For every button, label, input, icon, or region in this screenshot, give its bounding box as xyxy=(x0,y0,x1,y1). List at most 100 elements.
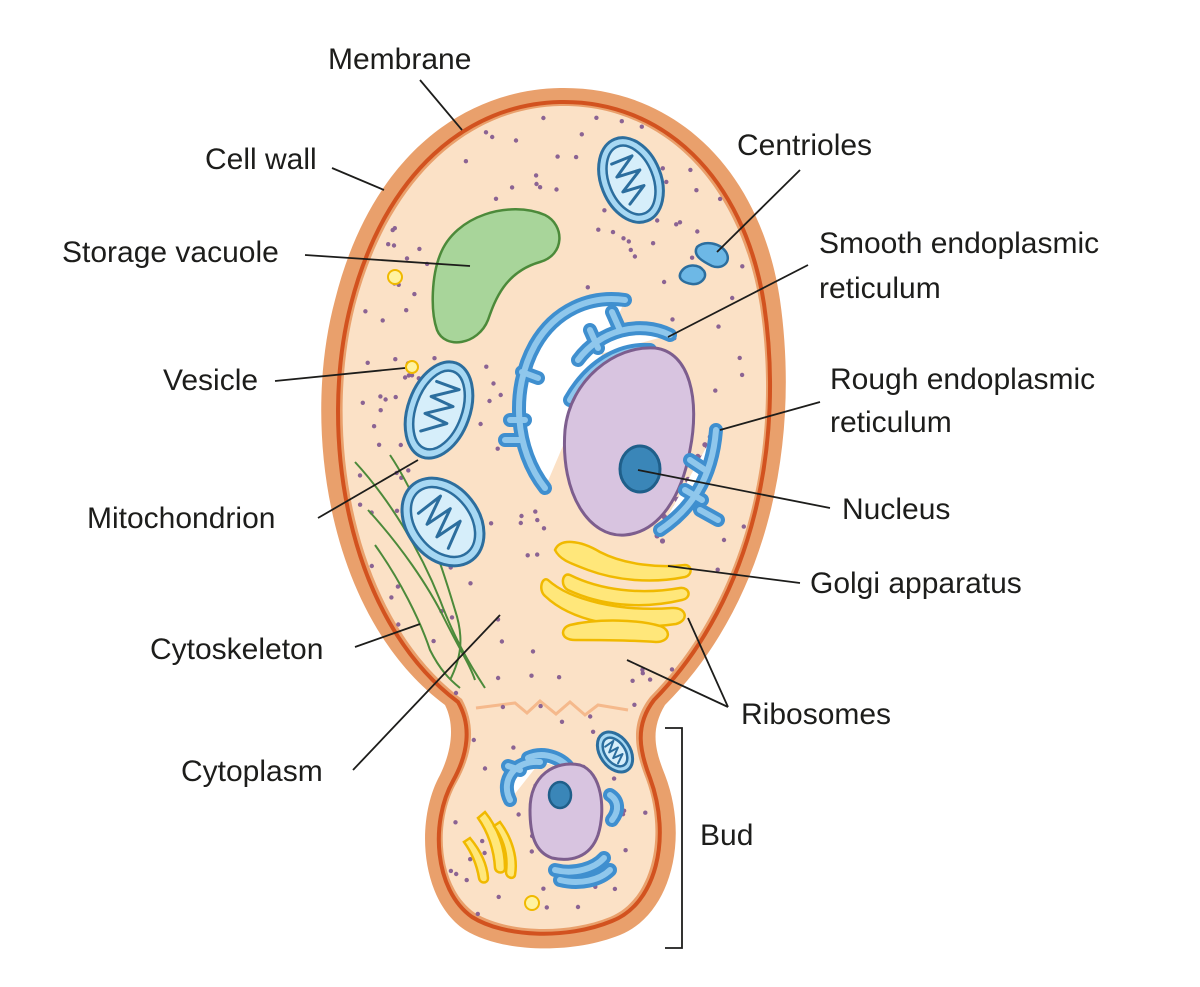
leader-cytoplasm xyxy=(352,614,501,771)
ribosome-dot xyxy=(488,521,494,526)
ribosome-dot xyxy=(491,381,496,386)
leader-storage-vacuole xyxy=(304,254,471,267)
ribosome-dot xyxy=(412,291,417,297)
leader-mitochondrion xyxy=(317,459,419,519)
ribosome-dot xyxy=(534,181,539,187)
ribosome-dot xyxy=(357,473,363,478)
leader-vesicle xyxy=(274,367,406,382)
ribosome-dot xyxy=(740,264,745,269)
ribosome-dot xyxy=(639,124,644,129)
ribosome-dot xyxy=(556,675,562,680)
ribosome-dot xyxy=(402,375,408,380)
ribosome-dot xyxy=(453,820,458,825)
ribosome-dot xyxy=(655,218,660,223)
ribosome-dot xyxy=(482,850,487,856)
ribosome-dot xyxy=(533,173,539,178)
leader-smooth-er xyxy=(667,264,809,338)
ribosome-dot xyxy=(525,553,530,558)
ribosome-dot xyxy=(453,690,459,696)
ribosome-dot xyxy=(623,848,628,853)
ribosome-dot xyxy=(670,317,675,322)
ribosome-dot xyxy=(487,398,492,404)
ribosome-dot xyxy=(626,239,631,244)
bud-nucleus xyxy=(528,762,604,861)
vesicle-top xyxy=(387,269,403,285)
ribosome-dot xyxy=(741,524,746,529)
ribosome-dot xyxy=(406,468,411,473)
ribosome-dot xyxy=(610,229,616,235)
label-smooth-er-line1: Smooth endoplasmic xyxy=(819,227,1099,260)
ribosome-dot xyxy=(588,714,593,719)
ribosome-dot xyxy=(378,394,383,399)
ribosome-dot xyxy=(596,227,601,232)
label-ribosomes: Ribosomes xyxy=(741,698,891,731)
ribosome-dot xyxy=(630,678,635,683)
ribosome-dot xyxy=(432,356,437,361)
ribosome-dot xyxy=(715,567,720,572)
ribosome-dot xyxy=(516,812,521,817)
ribosome-dot xyxy=(594,115,599,121)
ribosome-dot xyxy=(464,877,469,883)
ribosome-dot xyxy=(677,220,683,225)
ribosome-dot xyxy=(509,185,515,190)
septum xyxy=(475,699,629,717)
ribosome-dot xyxy=(573,154,579,160)
ribosome-dot xyxy=(541,886,546,891)
ribosome-dot xyxy=(533,509,538,514)
mitochondrion xyxy=(403,360,475,460)
leader-cell-wall xyxy=(331,167,385,191)
ribosome-dot xyxy=(484,364,489,369)
ribosome-dot xyxy=(499,639,505,644)
ribosome-dot xyxy=(660,166,665,171)
ribosome-dot xyxy=(541,115,546,121)
ribosome-dot xyxy=(490,134,495,140)
ribosome-dot xyxy=(640,671,645,676)
label-storage-vacuole: Storage vacuole xyxy=(62,236,279,269)
ribosome-dot xyxy=(363,309,368,314)
ribosome-dot xyxy=(559,719,565,724)
label-cytoplasm: Cytoplasm xyxy=(181,755,323,788)
mitochondrion-lower xyxy=(400,476,486,568)
ribosome-dot xyxy=(395,584,401,589)
mitochondrion-bud xyxy=(595,730,635,774)
ribosome-dot xyxy=(406,373,411,378)
ribosome-dot xyxy=(650,241,656,246)
ribosome-dot xyxy=(628,247,633,253)
ribosome-dot xyxy=(471,737,476,743)
ribosome-dot xyxy=(500,704,506,710)
ribosome-dot xyxy=(398,442,403,448)
ribosome-dot xyxy=(535,552,540,557)
membrane-line xyxy=(336,99,772,936)
leader-ribosomes-b xyxy=(626,659,729,708)
ribosome-dot xyxy=(371,424,377,429)
ribosome-dot xyxy=(393,357,398,362)
leader-centrioles xyxy=(716,169,801,253)
ribosome-dot xyxy=(530,649,536,654)
ribosome-dot xyxy=(737,355,742,361)
ribosome-dot xyxy=(717,196,723,202)
ribosome-dot xyxy=(519,513,524,519)
mitochondrion-top xyxy=(597,136,665,224)
vesicle-bud xyxy=(524,895,540,911)
ribosome-dot xyxy=(716,324,721,329)
ribosome-dot xyxy=(689,255,695,260)
ribosome-dot xyxy=(378,408,383,413)
ribosome-dot xyxy=(393,394,398,400)
ribosome-dot xyxy=(647,677,653,682)
ribosome-dot xyxy=(449,615,455,620)
ribosome-dot xyxy=(394,508,400,513)
ribosome-dot xyxy=(383,397,388,402)
ribosome-dot xyxy=(659,538,666,544)
label-membrane: Membrane xyxy=(328,43,471,76)
ribosome-dot xyxy=(621,236,626,241)
ribosome-dot xyxy=(669,667,675,672)
ribosome-dot xyxy=(369,563,374,569)
label-cell-wall: Cell wall xyxy=(205,143,317,176)
leader-cytoskeleton xyxy=(354,623,421,648)
ribosome-dot xyxy=(575,904,581,910)
leader-rough-er xyxy=(719,401,821,431)
ribosome-dot xyxy=(579,132,584,137)
ribosome-dot xyxy=(632,702,637,707)
ribosome-dot xyxy=(404,308,409,313)
bud-organelles xyxy=(462,748,624,889)
